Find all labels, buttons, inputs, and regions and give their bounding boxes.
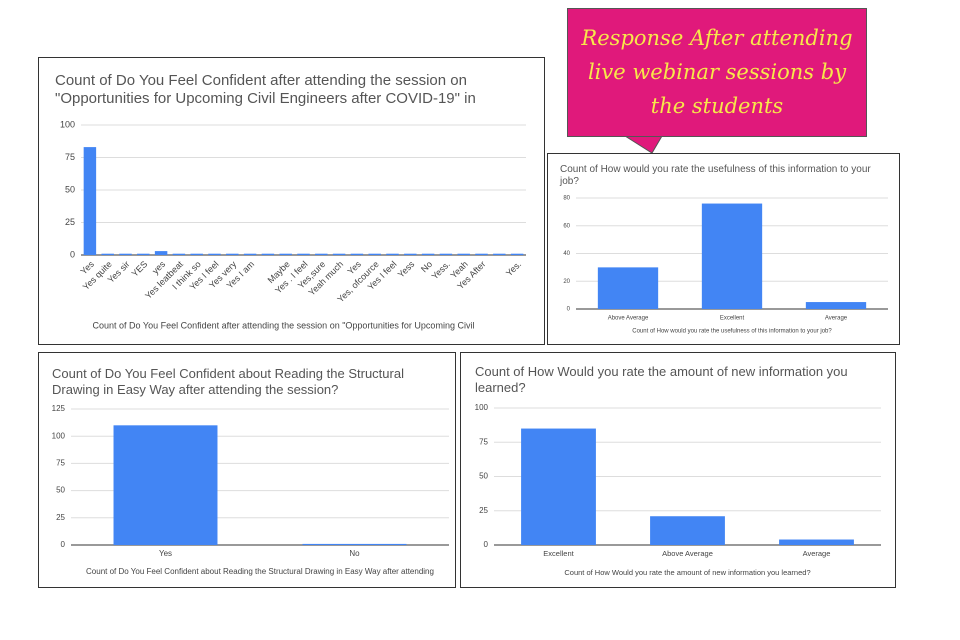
bar [119, 253, 132, 255]
x-tick-label: No [349, 549, 360, 558]
y-tick-label: 100 [60, 119, 75, 129]
bar [226, 253, 239, 255]
bar [386, 253, 399, 255]
callout: Response After attending live webinar se… [567, 8, 867, 137]
bar [190, 253, 203, 255]
bar [297, 253, 310, 255]
y-tick-label: 20 [563, 279, 570, 285]
bar [137, 253, 150, 255]
y-tick-label: 0 [567, 307, 571, 313]
x-tick-label: Excellent [543, 549, 574, 558]
bar [279, 253, 292, 255]
x-axis-label: Count of Do You Feel Confident about Rea… [86, 567, 434, 576]
bar [701, 203, 763, 309]
bar [404, 253, 417, 255]
y-tick-label: 50 [65, 184, 75, 194]
y-tick-label: 100 [52, 431, 66, 440]
chart-title: Count of Do You Feel Confident after att… [55, 72, 476, 107]
bar [805, 302, 867, 309]
y-tick-label: 25 [65, 217, 75, 227]
y-tick-label: 25 [479, 506, 488, 515]
y-tick-label: 75 [479, 437, 488, 446]
y-tick-label: 125 [52, 404, 66, 413]
y-tick-label: 0 [70, 249, 75, 259]
chart-title: Count of How Would you rate the amount o… [475, 364, 848, 395]
bar [154, 251, 168, 255]
y-tick-label: 50 [56, 486, 65, 495]
bar [332, 253, 346, 255]
x-tick-label: Yess [396, 259, 417, 280]
bar [368, 253, 381, 255]
chart: 0 20 40 60 80 Above Average Excellent Average Co… [563, 196, 888, 335]
bar [261, 253, 275, 255]
chart-panel: 0 25 50 75 100 Yes Yes quite Yes sir YES yes Yes l… [38, 57, 545, 345]
chart-panel: 0 25 50 75 100 Excellent Above Average Average C… [460, 352, 896, 588]
chart-title: Count of Do You Feel Confident about Rea… [52, 366, 404, 397]
bar [457, 253, 470, 255]
y-tick-label: 75 [65, 152, 75, 162]
bar [172, 253, 186, 255]
x-tick-label: Average [825, 316, 848, 322]
bar [243, 253, 257, 255]
x-axis-label: Count of Do You Feel Confident after att… [93, 320, 475, 330]
bar [83, 147, 97, 255]
x-tick-label: Yes [159, 549, 172, 558]
y-tick-label: 80 [563, 196, 570, 202]
bar [439, 253, 453, 255]
bar [315, 253, 328, 255]
y-tick-label: 40 [563, 251, 570, 257]
x-tick-label: Above Average [662, 549, 713, 558]
y-tick-label: 0 [61, 540, 66, 549]
chart: 0 25 50 75 100 Excellent Above Average Average C… [475, 403, 881, 577]
bar [475, 253, 488, 255]
bar [302, 543, 407, 545]
y-tick-label: 25 [56, 513, 65, 522]
bar [208, 253, 221, 255]
x-tick-label: Above Average [608, 316, 649, 322]
chart: 0 25 50 75 100 125 Yes No Count of Do You Feel C… [52, 404, 449, 576]
bar [597, 267, 659, 309]
x-tick-label: Yes. [504, 259, 523, 278]
chart-panel: 0 25 50 75 100 125 Yes No Count of Do You Feel C… [38, 352, 456, 588]
bar [101, 253, 114, 255]
y-tick-label: 75 [56, 459, 65, 468]
x-tick-label: Excellent [720, 316, 745, 322]
x-axis-label: Count of How Would you rate the amount o… [564, 568, 810, 577]
bar [493, 253, 506, 255]
y-tick-label: 0 [484, 540, 489, 549]
bar [350, 253, 364, 255]
y-tick-label: 60 [563, 223, 570, 229]
y-tick-label: 100 [475, 403, 489, 412]
bar [521, 428, 596, 545]
bar [650, 516, 725, 545]
bar [421, 253, 435, 255]
bar [779, 539, 854, 545]
chart-panel: 0 20 40 60 80 Above Average Excellent Average Co… [547, 153, 900, 345]
callout-arrow [623, 135, 663, 154]
y-tick-label: 50 [479, 472, 488, 481]
x-tick-label: Yess. [430, 259, 452, 281]
bar [510, 253, 524, 255]
x-tick-label: YES [130, 259, 150, 279]
x-tick-label: Average [803, 549, 831, 558]
x-axis-label: Count of How would you rate the usefulne… [632, 329, 832, 335]
bar [113, 425, 218, 545]
chart-title: Count of How would you rate the usefulne… [560, 164, 871, 187]
